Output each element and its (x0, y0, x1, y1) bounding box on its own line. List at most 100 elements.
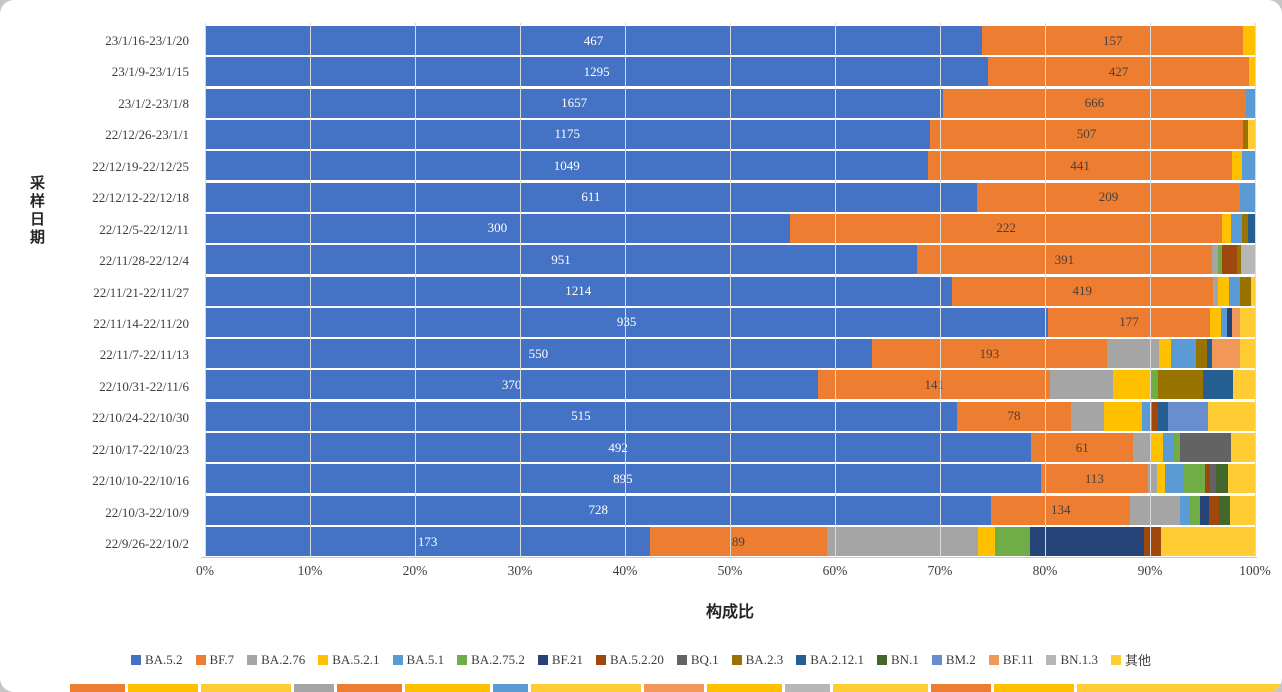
bar-segment-其他 (1240, 307, 1256, 337)
strip-chunk (644, 684, 704, 692)
x-axis-ticks: 0% 10% 20% 30% 40% 50% 60% 70% 80% 90% 100% (196, 563, 1271, 583)
bar-segment-BF.7: 61 (1031, 433, 1134, 463)
legend-item-BA.5.2.20: BA.5.2.20 (596, 652, 664, 668)
bar-row: 1175 507 (205, 119, 1255, 149)
category-label: 22/9/26-22/10/2 (105, 536, 189, 551)
x-tick-label: 80% (1032, 563, 1058, 578)
bar-segment-BF.7: 391 (916, 245, 1212, 275)
segment-value-label: 1175 (554, 126, 581, 142)
bar-segment-其他 (1247, 119, 1255, 149)
bar-segment-BA.5.2.1 (1243, 26, 1255, 55)
x-axis-line (201, 557, 1257, 558)
bar-segment-BA.2.76 (1147, 464, 1158, 494)
bar-segment-BA.5.2.1 (1113, 370, 1150, 400)
bar-segment-BA.5.2.1 (1222, 213, 1231, 243)
gridline (730, 23, 731, 558)
segment-value-label: 515 (571, 408, 591, 424)
strip-chunk (531, 684, 641, 692)
bar-segment-BA.5.2.20 (1152, 401, 1159, 431)
bar-segment-BA.2.12.1 (1158, 401, 1168, 431)
bar-segment-BA.5.2.1 (1149, 433, 1163, 463)
bar-segment-BA.5.1 (1230, 213, 1243, 243)
legend-label: BF.7 (209, 651, 235, 667)
segment-value-label: 209 (1098, 189, 1119, 205)
legend-swatch (988, 654, 999, 665)
bar-row: 1214 419 (205, 276, 1255, 306)
bar-segment-BA.5.2.1 (1157, 464, 1165, 494)
segment-value-label: 666 (1084, 95, 1105, 111)
legend-label: BA.5.2.20 (610, 651, 664, 667)
segment-value-label: 78 (1007, 408, 1021, 424)
bar-row: 1049 441 (205, 151, 1255, 181)
legend-item-BQ.1: BQ.1 (676, 651, 719, 668)
bar-segment-BA.2.3 (1158, 370, 1203, 400)
bar-segment-BA.2.76 (1050, 370, 1114, 400)
bar-segment-其他 (1250, 276, 1255, 306)
bar-segment-BN.1 (1219, 495, 1230, 525)
bar-segment-BF.7: 427 (988, 57, 1249, 87)
segment-value-label: 391 (1054, 251, 1075, 267)
bar-row: 370 141 (205, 370, 1255, 400)
x-tick-label: 10% (297, 563, 323, 578)
legend-item-BA.2.12.1: BA.2.12.1 (796, 652, 864, 668)
bar-segment-BA.2.12.1 (1206, 339, 1212, 369)
gridline (310, 23, 311, 558)
segment-value-label: 441 (1070, 157, 1090, 173)
bar-row: 728 134 (205, 495, 1256, 525)
legend-label: BA.2.3 (745, 651, 784, 667)
strip-chunk (994, 684, 1074, 692)
bar-segment-其他 (1160, 527, 1256, 556)
legend-item-BA.2.3: BA.2.3 (731, 651, 784, 668)
bar-segment-BA.2.3 (1242, 213, 1248, 243)
bar-segment-BF.7: 193 (871, 339, 1107, 369)
bar-segment-BA.5.2: 300 (205, 213, 790, 243)
legend-label: BA.2.75.2 (471, 651, 525, 667)
legend-label: BQ.1 (690, 651, 719, 667)
legend-label: BM.2 (945, 651, 976, 667)
segment-value-label: 507 (1076, 126, 1097, 142)
cropped-content-strip (70, 684, 1282, 692)
category-label: 22/10/3-22/10/9 (105, 504, 189, 520)
bar-segment-BF.7: 209 (976, 182, 1241, 212)
legend-label: BF.11 (1002, 651, 1034, 667)
legend-swatch (1111, 654, 1122, 665)
legend-label: BN.1 (891, 651, 919, 667)
legend-swatch (877, 654, 888, 665)
bar-segment-BA.5.1 (1180, 495, 1189, 525)
bar-row: 935 177 (205, 307, 1256, 337)
bar-segment-BA.5.1 (1141, 401, 1153, 431)
bar-segment-BA.2.3 (1243, 119, 1248, 149)
bar-segment-BF.7: 177 (1048, 307, 1210, 337)
category-label: 22/12/19-22/12/25 (92, 158, 189, 174)
legend-swatch (796, 654, 807, 665)
bar-segment-BF.7: 419 (951, 276, 1213, 306)
strip-chunk (405, 684, 490, 692)
segment-value-label: 1214 (565, 283, 592, 298)
segment-value-label: 193 (979, 345, 1000, 361)
strip-chunk (931, 684, 991, 692)
y-axis-title: 采样日期 (28, 175, 45, 247)
x-tick-label: 40% (612, 563, 638, 578)
bar-segment-其他 (1232, 370, 1255, 400)
legend-swatch (537, 654, 548, 665)
legend-label: BA.5.1 (406, 651, 445, 667)
x-tick-label: 60% (822, 563, 848, 578)
bar-segment-BA.5.2: 935 (205, 307, 1049, 337)
bar-segment-BA.5.1 (1242, 151, 1255, 181)
bar-segment-BA.5.2.1 (1218, 276, 1229, 306)
legend-swatch (130, 654, 141, 665)
category-label: 22/11/7-22/11/13 (99, 347, 189, 363)
bar-row: 515 78 (205, 401, 1255, 431)
plot-area: 467 157 1295 427 1657 666 1175 507 1049 441 611 209… (201, 23, 1257, 558)
strip-chunk (128, 684, 198, 692)
x-tick-label: 0% (196, 563, 214, 578)
bar-segment-BA.5.2: 1175 (205, 119, 930, 149)
gridline (835, 23, 836, 558)
segment-value-label: 300 (487, 220, 508, 236)
strip-chunk (785, 684, 830, 692)
segment-value-label: 611 (581, 189, 601, 205)
segment-value-label: 177 (1119, 314, 1139, 330)
legend-item-BA.2.75.2: BA.2.75.2 (457, 652, 525, 668)
segment-value-label: 1657 (561, 95, 588, 111)
bar-segment-其他 (1227, 464, 1255, 494)
